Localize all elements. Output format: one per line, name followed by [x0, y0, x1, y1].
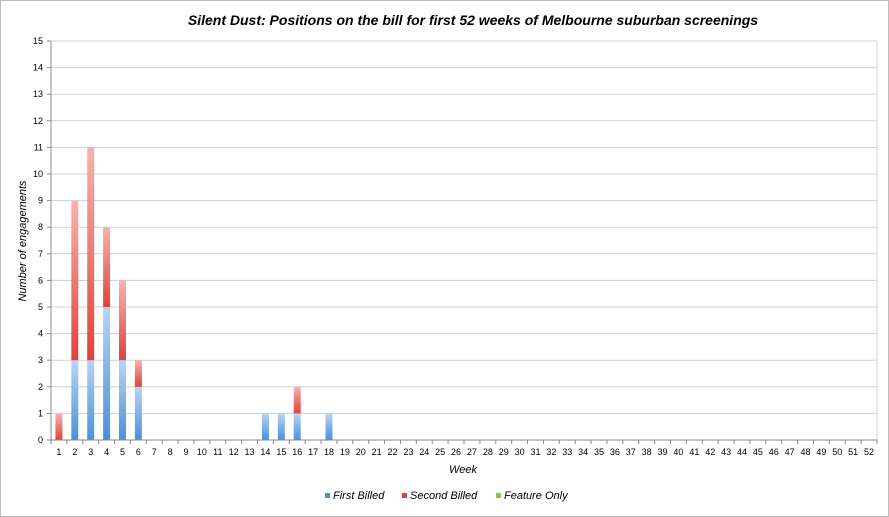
x-tick-label: 20	[356, 447, 366, 457]
y-axis-label: Number of engagements	[17, 180, 29, 302]
bar-first-billed	[293, 413, 301, 440]
legend-label: Feature Only	[504, 490, 569, 502]
x-tick-label: 5	[120, 447, 125, 457]
bar-first-billed	[103, 307, 111, 440]
x-tick-label: 46	[769, 447, 779, 457]
y-tick-label: 3	[38, 355, 43, 365]
x-tick-label: 4	[104, 447, 109, 457]
x-tick-label: 16	[292, 447, 302, 457]
x-tick-label: 32	[546, 447, 556, 457]
x-tick-label: 33	[562, 447, 572, 457]
x-tick-label: 27	[467, 447, 477, 457]
x-tick-label: 8	[168, 447, 173, 457]
x-tick-label: 28	[483, 447, 493, 457]
x-tick-label: 25	[435, 447, 445, 457]
x-tick-label: 51	[848, 447, 858, 457]
x-tick-label: 9	[184, 447, 189, 457]
y-tick-label: 8	[38, 222, 43, 232]
x-tick-label: 38	[642, 447, 652, 457]
y-tick-label: 5	[38, 302, 43, 312]
y-tick-label: 11	[34, 142, 43, 152]
bar-second-billed	[293, 386, 301, 414]
x-tick-label: 34	[578, 447, 588, 457]
y-tick-label: 7	[38, 249, 43, 259]
x-tick-label: 26	[451, 447, 461, 457]
y-tick-label: 12	[33, 116, 43, 126]
y-tick-label: 14	[33, 63, 43, 73]
legend-swatch	[496, 493, 501, 498]
x-tick-label: 10	[197, 447, 207, 457]
x-tick-label: 44	[737, 447, 747, 457]
x-tick-label: 17	[308, 447, 318, 457]
legend-swatch	[325, 493, 330, 498]
x-tick-label: 15	[276, 447, 286, 457]
y-tick-label: 2	[38, 382, 43, 392]
x-tick-label: 14	[260, 447, 270, 457]
x-tick-label: 29	[499, 447, 509, 457]
x-tick-label: 11	[213, 447, 222, 457]
x-tick-label: 42	[705, 447, 715, 457]
x-tick-label: 19	[340, 447, 350, 457]
x-tick-label: 24	[419, 447, 429, 457]
bar-second-billed	[55, 413, 63, 440]
y-tick-label: 15	[33, 36, 43, 46]
y-tick-label: 1	[38, 408, 43, 418]
bar-first-billed	[261, 413, 269, 440]
legend-label: First Billed	[333, 490, 385, 502]
x-tick-label: 13	[245, 447, 255, 457]
x-tick-label: 49	[816, 447, 826, 457]
bar-first-billed	[134, 386, 142, 440]
x-tick-label: 23	[403, 447, 413, 457]
bar-second-billed	[134, 360, 142, 387]
x-tick-label: 30	[515, 447, 525, 457]
bar-second-billed	[118, 280, 126, 361]
x-tick-label: 21	[372, 447, 382, 457]
x-tick-label: 45	[753, 447, 763, 457]
x-tick-label: 52	[864, 447, 874, 457]
legend-swatch	[402, 493, 407, 498]
x-tick-label: 39	[658, 447, 668, 457]
bar-first-billed	[325, 413, 333, 440]
y-tick-label: 10	[33, 169, 43, 179]
x-tick-label: 35	[594, 447, 604, 457]
x-axis-label: Week	[449, 464, 477, 476]
gridlines	[51, 40, 878, 440]
x-tick-label: 47	[785, 447, 795, 457]
legend-label: Second Billed	[410, 490, 478, 502]
x-tick-label: 1	[56, 447, 61, 457]
x-tick-label: 12	[229, 447, 239, 457]
bar-first-billed	[71, 360, 79, 440]
x-tick-label: 41	[689, 447, 699, 457]
bar-second-billed	[71, 200, 79, 361]
bar-first-billed	[87, 360, 95, 440]
x-tick-label: 37	[626, 447, 636, 457]
bar-first-billed	[118, 360, 126, 440]
x-tick-label: 50	[832, 447, 842, 457]
bar-second-billed	[87, 147, 95, 361]
x-tick-label: 18	[324, 447, 334, 457]
x-tick-label: 43	[721, 447, 731, 457]
x-tick-label: 7	[152, 447, 157, 457]
y-tick-label: 4	[38, 329, 43, 339]
chart-title: Silent Dust: Positions on the bill for f…	[188, 12, 758, 28]
bar-first-billed	[277, 413, 285, 440]
x-tick-label: 6	[136, 447, 141, 457]
x-tick-label: 40	[673, 447, 683, 457]
y-tick-label: 9	[38, 196, 43, 206]
x-tick-label: 48	[801, 447, 811, 457]
y-tick-label: 6	[38, 275, 43, 285]
x-tick-label: 3	[88, 447, 93, 457]
x-tick-label: 22	[388, 447, 398, 457]
bars	[55, 147, 333, 440]
legend: First Billed Second Billed Feature Only	[325, 490, 569, 502]
x-tick-label: 2	[72, 447, 77, 457]
y-tick-label: 13	[33, 89, 43, 99]
x-tick-label: 31	[530, 447, 540, 457]
x-tick-label: 36	[610, 447, 620, 457]
y-tick-label: 0	[38, 435, 43, 445]
bar-second-billed	[103, 227, 111, 307]
